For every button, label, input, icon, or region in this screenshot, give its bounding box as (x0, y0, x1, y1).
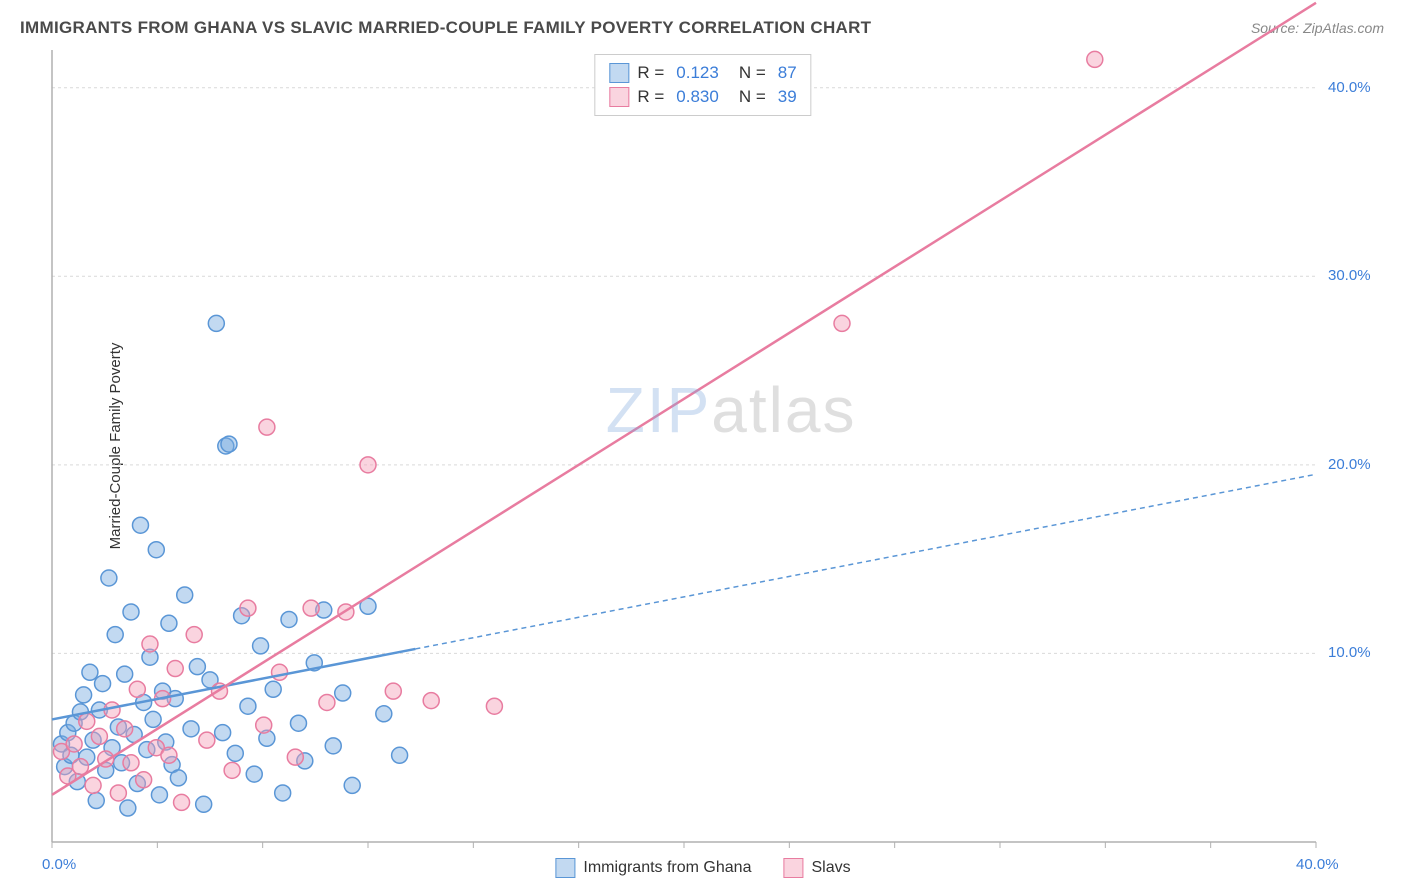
y-tick-label: 20.0% (1328, 456, 1371, 473)
r-value-slavs: 0.830 (676, 87, 719, 107)
x-tick-label: 40.0% (1296, 856, 1339, 873)
legend-item-slavs: Slavs (783, 858, 850, 878)
legend-swatch-slavs (783, 858, 803, 878)
n-label: N = (739, 87, 766, 107)
r-label: R = (637, 63, 664, 83)
scatter-chart (0, 0, 1406, 892)
n-value-ghana: 87 (778, 63, 797, 83)
legend-item-ghana: Immigrants from Ghana (555, 858, 751, 878)
y-tick-label: 10.0% (1328, 644, 1371, 661)
legend-swatch-ghana (609, 63, 629, 83)
r-label: R = (637, 87, 664, 107)
y-tick-label: 40.0% (1328, 79, 1371, 96)
x-tick-label: 0.0% (42, 856, 76, 873)
legend-swatch-ghana (555, 858, 575, 878)
n-value-slavs: 39 (778, 87, 797, 107)
correlation-legend: R = 0.123 N = 87 R = 0.830 N = 39 (594, 54, 811, 116)
n-label: N = (739, 63, 766, 83)
y-tick-label: 30.0% (1328, 267, 1371, 284)
chart-container: IMMIGRANTS FROM GHANA VS SLAVIC MARRIED-… (0, 0, 1406, 892)
legend-swatch-slavs (609, 87, 629, 107)
series-legend: Immigrants from Ghana Slavs (555, 858, 850, 878)
legend-row-ghana: R = 0.123 N = 87 (609, 61, 796, 85)
legend-label-slavs: Slavs (811, 859, 850, 877)
legend-label-ghana: Immigrants from Ghana (583, 859, 751, 877)
legend-row-slavs: R = 0.830 N = 39 (609, 85, 796, 109)
r-value-ghana: 0.123 (676, 63, 719, 83)
